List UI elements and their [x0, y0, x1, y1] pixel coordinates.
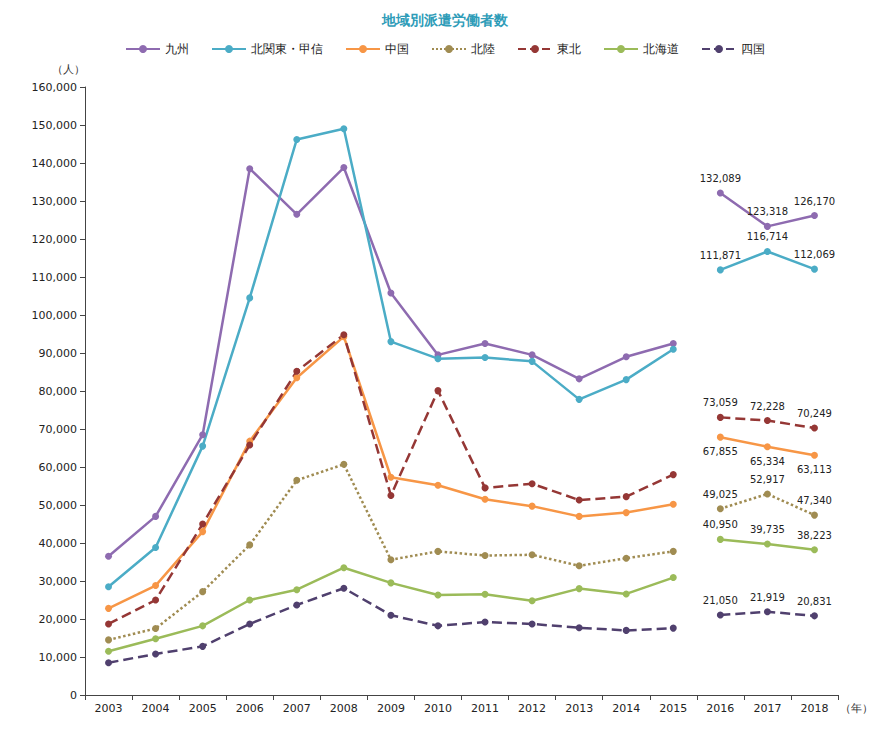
- svg-text:地域別派遣労働者数: 地域別派遣労働者数: [381, 12, 509, 28]
- svg-text:123,318: 123,318: [747, 206, 788, 217]
- svg-text:80,000: 80,000: [39, 385, 78, 398]
- svg-text:160,000: 160,000: [32, 81, 78, 94]
- svg-text:2003: 2003: [95, 702, 123, 715]
- svg-text:52,917: 52,917: [750, 474, 785, 485]
- svg-text:60,000: 60,000: [39, 461, 78, 474]
- svg-text:2006: 2006: [236, 702, 264, 715]
- svg-text:126,170: 126,170: [794, 196, 835, 207]
- svg-text:21,050: 21,050: [703, 595, 738, 606]
- svg-text:10,000: 10,000: [39, 651, 78, 664]
- svg-text:65,334: 65,334: [750, 456, 785, 467]
- svg-text:116,714: 116,714: [747, 231, 788, 242]
- svg-text:20,000: 20,000: [39, 613, 78, 626]
- svg-text:2005: 2005: [189, 702, 217, 715]
- svg-text:111,871: 111,871: [700, 250, 741, 261]
- svg-text:2004: 2004: [142, 702, 170, 715]
- svg-text:38,223: 38,223: [797, 530, 832, 541]
- svg-text:2015: 2015: [659, 702, 687, 715]
- svg-text:中国: 中国: [385, 42, 409, 56]
- svg-text:150,000: 150,000: [32, 119, 78, 132]
- svg-text:21,919: 21,919: [750, 592, 785, 603]
- svg-text:120,000: 120,000: [32, 233, 78, 246]
- svg-text:九州: 九州: [165, 42, 189, 56]
- svg-text:（人）: （人）: [52, 63, 85, 76]
- svg-text:110,000: 110,000: [32, 271, 78, 284]
- svg-text:2012: 2012: [518, 702, 546, 715]
- svg-text:2008: 2008: [330, 702, 358, 715]
- svg-text:2011: 2011: [471, 702, 499, 715]
- svg-text:70,249: 70,249: [797, 408, 832, 419]
- svg-text:20,831: 20,831: [797, 596, 832, 607]
- svg-text:63,113: 63,113: [797, 464, 832, 475]
- svg-text:2016: 2016: [706, 702, 734, 715]
- svg-text:北海道: 北海道: [643, 42, 679, 56]
- svg-text:（年）: （年）: [840, 702, 873, 715]
- svg-text:東北: 東北: [557, 42, 581, 56]
- svg-text:北関東・甲信: 北関東・甲信: [251, 42, 323, 56]
- svg-text:90,000: 90,000: [39, 347, 78, 360]
- svg-text:47,340: 47,340: [797, 495, 832, 506]
- svg-text:100,000: 100,000: [32, 309, 78, 322]
- svg-text:39,735: 39,735: [750, 524, 785, 535]
- svg-text:40,950: 40,950: [703, 519, 738, 530]
- svg-text:72,228: 72,228: [750, 401, 785, 412]
- svg-text:130,000: 130,000: [32, 195, 78, 208]
- svg-text:112,069: 112,069: [794, 249, 835, 260]
- svg-text:四国: 四国: [741, 42, 765, 56]
- svg-text:2017: 2017: [753, 702, 781, 715]
- svg-text:30,000: 30,000: [39, 575, 78, 588]
- svg-text:70,000: 70,000: [39, 423, 78, 436]
- svg-text:73,059: 73,059: [703, 397, 738, 408]
- svg-text:2013: 2013: [565, 702, 593, 715]
- svg-text:2010: 2010: [424, 702, 452, 715]
- svg-text:北陸: 北陸: [471, 42, 495, 56]
- svg-text:49,025: 49,025: [703, 489, 738, 500]
- svg-text:0: 0: [70, 689, 77, 702]
- svg-text:2007: 2007: [283, 702, 311, 715]
- svg-text:50,000: 50,000: [39, 499, 78, 512]
- svg-text:2018: 2018: [800, 702, 828, 715]
- svg-text:40,000: 40,000: [39, 537, 78, 550]
- svg-text:132,089: 132,089: [700, 173, 741, 184]
- svg-text:2014: 2014: [612, 702, 640, 715]
- svg-text:2009: 2009: [377, 702, 405, 715]
- svg-text:140,000: 140,000: [32, 157, 78, 170]
- svg-text:67,855: 67,855: [703, 446, 738, 457]
